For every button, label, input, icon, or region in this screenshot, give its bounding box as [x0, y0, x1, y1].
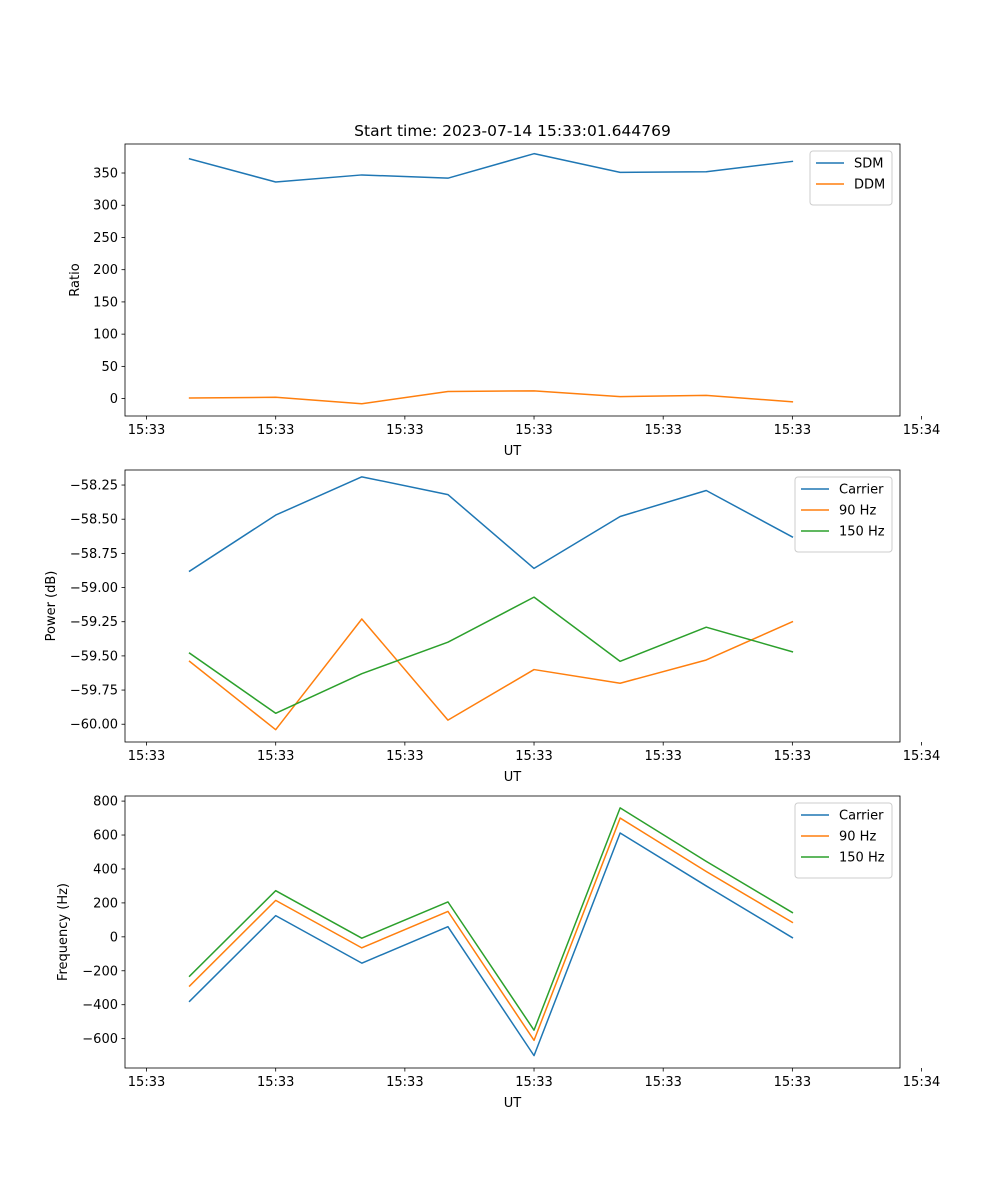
ratio-y-tick-label: 0	[110, 392, 118, 407]
power-x-axis-label: UT	[504, 770, 522, 785]
power-y-tick-label: −59.00	[70, 581, 118, 596]
ratio-legend-label-ddm: DDM	[854, 178, 885, 193]
ratio-y-tick-label: 200	[93, 263, 118, 278]
frequency-x-tick-label: 15:33	[386, 1075, 423, 1090]
ratio-y-tick-label: 250	[93, 231, 118, 246]
power-y-tick-label: −59.25	[70, 615, 118, 630]
frequency-x-tick-label: 15:33	[774, 1075, 811, 1090]
frequency-y-axis-label: Frequency (Hz)	[56, 883, 71, 981]
power-y-tick-label: −58.75	[70, 547, 118, 562]
frequency-x-tick-label: 15:33	[257, 1075, 294, 1090]
power-x-tick-label: 15:33	[128, 749, 165, 764]
ratio-x-axis-label: UT	[504, 444, 522, 459]
power-legend-label-150-hz: 150 Hz	[839, 525, 885, 540]
power-x-tick-label: 15:33	[774, 749, 811, 764]
power-x-tick-label: 15:33	[515, 749, 552, 764]
power-y-tick-label: −59.50	[70, 649, 118, 664]
ratio-x-tick-label: 15:33	[128, 423, 165, 438]
frequency-y-tick-label: 0	[110, 930, 118, 945]
ratio-y-tick-label: 300	[93, 199, 118, 214]
ratio-x-tick-label: 15:33	[386, 423, 423, 438]
power-x-tick-label: 15:33	[644, 749, 681, 764]
ratio-y-tick-label: 50	[101, 360, 118, 375]
power-legend-label-90-hz: 90 Hz	[839, 504, 876, 519]
ratio-y-tick-label: 350	[93, 167, 118, 182]
figure-title: Start time: 2023-07-14 15:33:01.644769	[354, 122, 671, 140]
frequency-x-tick-label: 15:34	[903, 1075, 940, 1090]
ratio-x-tick-label: 15:33	[774, 423, 811, 438]
power-x-tick-label: 15:33	[386, 749, 423, 764]
ratio-x-tick-label: 15:33	[515, 423, 552, 438]
ratio-x-tick-label: 15:33	[644, 423, 681, 438]
frequency-legend-label-90-hz: 90 Hz	[839, 830, 876, 845]
frequency-y-tick-label: 200	[93, 896, 118, 911]
frequency-y-tick-label: 400	[93, 862, 118, 877]
frequency-y-tick-label: 600	[93, 829, 118, 844]
ratio-x-tick-label: 15:33	[257, 423, 294, 438]
power-legend-label-carrier: Carrier	[839, 483, 884, 498]
power-y-tick-label: −58.50	[70, 513, 118, 528]
power-y-tick-label: −59.75	[70, 684, 118, 699]
frequency-x-tick-label: 15:33	[515, 1075, 552, 1090]
frequency-x-tick-label: 15:33	[128, 1075, 165, 1090]
power-legend: Carrier 90 Hz 150 Hz	[795, 477, 892, 552]
ratio-legend: SDM DDM	[810, 151, 892, 205]
ratio-x-tick-label: 15:34	[903, 423, 940, 438]
frequency-legend-label-carrier: Carrier	[839, 809, 884, 824]
frequency-y-tick-label: −200	[82, 964, 118, 979]
power-y-axis-label: Power (dB)	[44, 571, 59, 642]
frequency-x-tick-label: 15:33	[644, 1075, 681, 1090]
ratio-y-tick-label: 150	[93, 295, 118, 310]
ratio-y-tick-label: 100	[93, 328, 118, 343]
figure: 15:33 15:33 15:33 15:33 15:33 15:33 15:34 0 50 10…	[0, 0, 1000, 1200]
frequency-legend-label-150-hz: 150 Hz	[839, 851, 885, 866]
ratio-legend-label-sdm: SDM	[854, 157, 883, 172]
frequency-y-tick-label: −600	[82, 1032, 118, 1047]
power-y-tick-label: −60.00	[70, 718, 118, 733]
frequency-legend: Carrier 90 Hz 150 Hz	[795, 803, 892, 878]
frequency-y-tick-label: 800	[93, 795, 118, 810]
power-x-tick-label: 15:34	[903, 749, 940, 764]
power-y-tick-label: −58.25	[70, 479, 118, 494]
frequency-y-tick-label: −400	[82, 998, 118, 1013]
power-x-tick-label: 15:33	[257, 749, 294, 764]
ratio-y-axis-label: Ratio	[68, 263, 83, 296]
frequency-x-axis-label: UT	[504, 1096, 522, 1111]
